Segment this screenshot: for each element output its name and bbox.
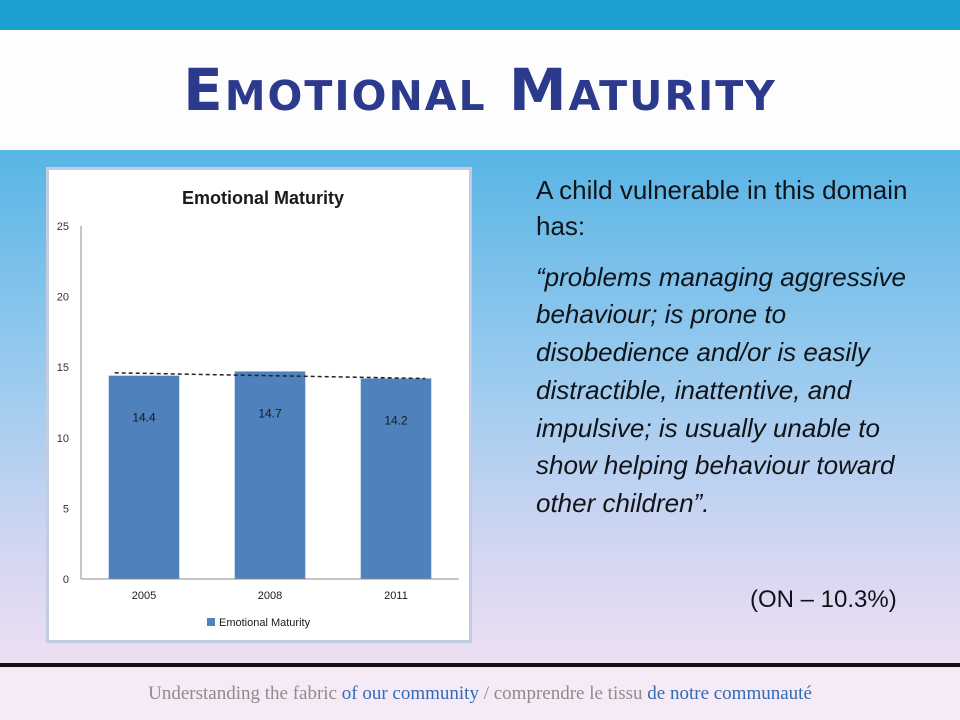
- footer-text-2: of our community: [341, 683, 479, 704]
- title-band: Emotional Maturity: [0, 30, 960, 150]
- footer-text-1: Understanding the fabric: [148, 683, 342, 704]
- y-tick-label: 20: [57, 292, 69, 304]
- bottom-rule: [0, 663, 960, 667]
- description-intro: A child vulnerable in this domain has:: [536, 175, 908, 242]
- ontario-note: (ON – 10.3%): [750, 586, 897, 613]
- y-tick-label: 5: [63, 503, 69, 515]
- bar: [108, 375, 180, 579]
- bars: 14.4 14.7 14.2: [108, 371, 432, 579]
- x-tick-label: 2011: [384, 590, 408, 602]
- bar: [234, 371, 306, 579]
- chart-frame: Emotional Maturity 0 5 10 15 20 25 14.4 14.7 14…: [46, 167, 472, 643]
- x-tick-label: 2008: [258, 590, 282, 602]
- bar-data-label: 14.2: [384, 413, 408, 427]
- bar: [360, 378, 432, 579]
- footer: Understanding the fabric of our communit…: [0, 668, 960, 720]
- y-tick-label: 15: [57, 362, 69, 374]
- x-tick-label: 2005: [132, 590, 156, 602]
- legend-label: Emotional Maturity: [219, 617, 311, 629]
- legend-swatch: [207, 618, 215, 626]
- y-tick-label: 10: [57, 433, 69, 445]
- y-axis: 0 5 10 15 20 25: [57, 221, 82, 586]
- legend: Emotional Maturity: [207, 617, 311, 629]
- chart-title: Emotional Maturity: [182, 188, 344, 208]
- x-axis: 2005 2008 2011: [81, 578, 459, 602]
- footer-text-3: / comprendre le tissu: [478, 683, 648, 704]
- bar-data-label: 14.7: [258, 406, 282, 420]
- slide-title: Emotional Maturity: [183, 56, 777, 124]
- y-tick-label: 25: [57, 221, 69, 233]
- footer-text-4: de notre communauté: [647, 683, 812, 704]
- description-quote: “problems managing aggressive behaviour;…: [536, 261, 906, 518]
- description: A child vulnerable in this domain has: “…: [536, 172, 926, 523]
- y-tick-label: 0: [63, 574, 69, 586]
- bar-data-label: 14.4: [132, 411, 156, 425]
- top-stripe: [0, 0, 960, 30]
- reference-dashed-line: [114, 372, 426, 380]
